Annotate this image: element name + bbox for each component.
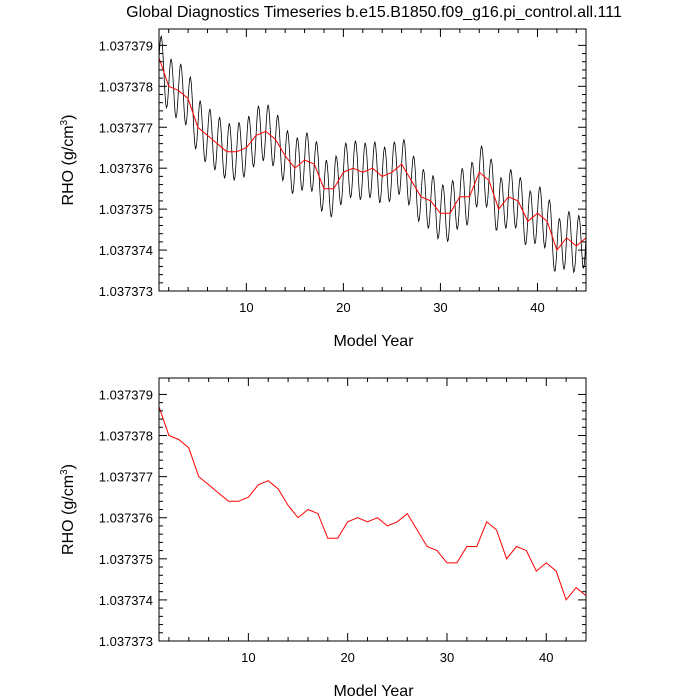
y-tick-label: 1.037378: [99, 429, 153, 444]
y-tick-label: 1.037378: [99, 79, 153, 94]
x-tick-label: 10: [239, 300, 253, 315]
y-tick-label: 1.037379: [99, 387, 153, 402]
series-annual-mean-line: [159, 406, 586, 601]
x-tick-label: 40: [530, 300, 544, 315]
plot-1: 1.037373 1.037374 1.037375 1.037376 1.037377…: [59, 28, 587, 350]
y-tick-label: 1.037376: [99, 511, 153, 526]
x-axis-label: Model Year: [333, 333, 414, 350]
y-axis-label: RHO (g/cm3): [59, 115, 77, 206]
x-tick-label: 40: [539, 650, 553, 665]
y-tick-label: 1.037376: [99, 161, 153, 176]
y-tick-label: 1.037373: [99, 284, 153, 299]
y-tick-label: 1.037375: [99, 202, 153, 217]
y-tick-label: 1.037374: [99, 593, 153, 608]
y-tick-label: 1.037374: [99, 243, 153, 258]
x-axis-label: Model Year: [333, 683, 414, 700]
x-tick-label: 30: [433, 300, 447, 315]
x-tick-label: 20: [340, 650, 354, 665]
y-tick-label: 1.037373: [99, 634, 153, 649]
x-tick-label: 20: [336, 300, 350, 315]
series-monthly-line: [159, 34, 586, 274]
y-axis-label: RHO (g/cm3): [59, 464, 77, 555]
x-tick-label: 30: [440, 650, 454, 665]
plot-frame: [158, 377, 587, 642]
y-tick-label: 1.037379: [99, 38, 153, 53]
y-tick-label: 1.037377: [99, 470, 153, 485]
y-tick-label: 1.037377: [99, 120, 153, 135]
x-tick-label: 10: [241, 650, 255, 665]
y-tick-label: 1.037375: [99, 552, 153, 567]
series-annual-mean-line: [159, 57, 586, 252]
plot-2: 1.037373 1.037374 1.037375 1.037376 1.037377…: [59, 377, 587, 700]
chart-title: Global Diagnostics Timeseries b.e15.B185…: [126, 4, 622, 21]
